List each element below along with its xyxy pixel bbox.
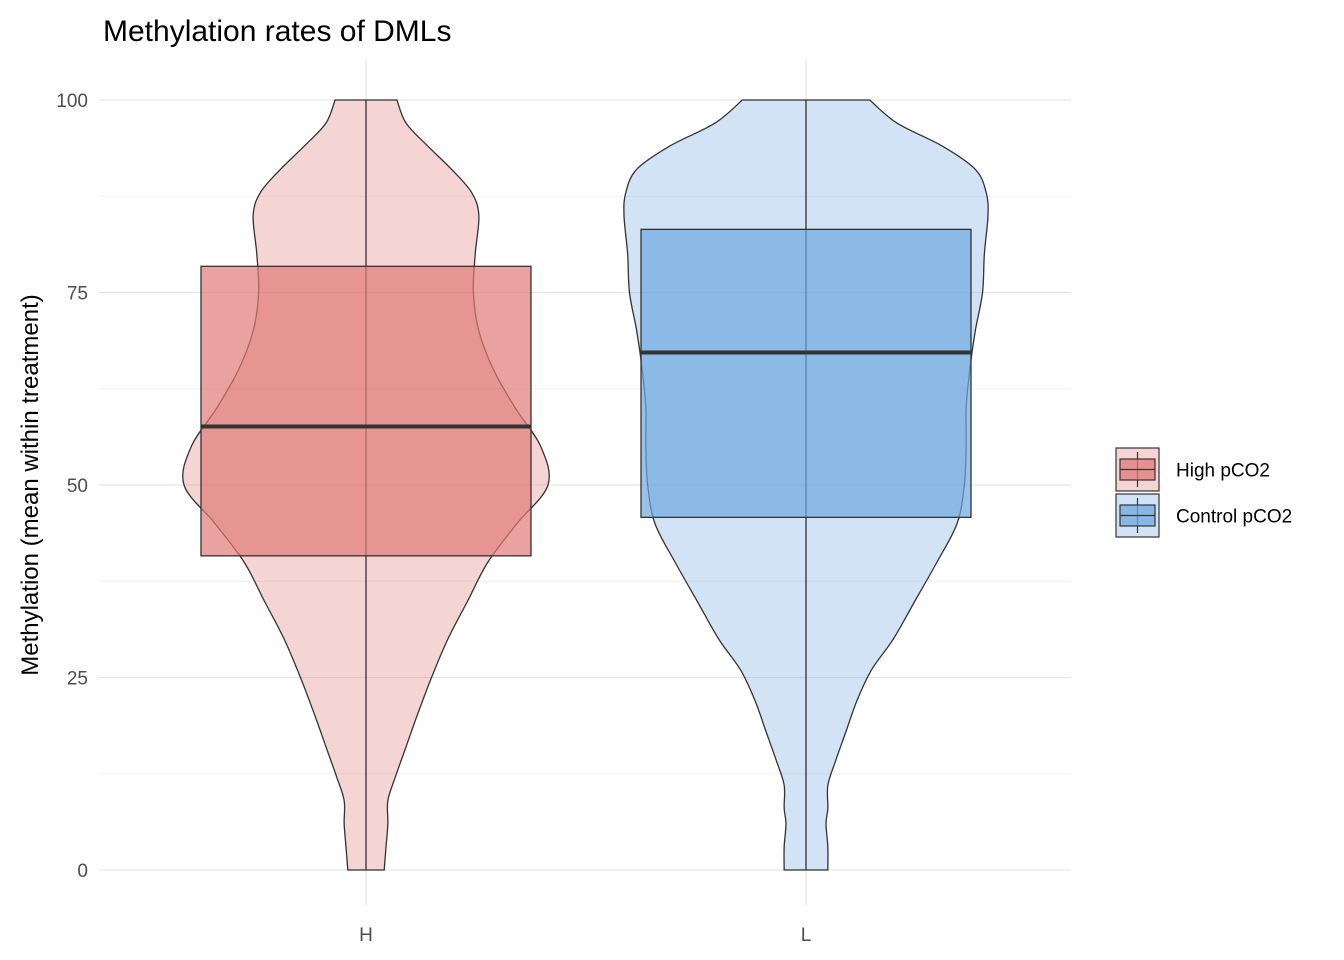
legend-label: High pCO2 bbox=[1176, 461, 1270, 482]
y-tick-label: 0 bbox=[77, 861, 88, 882]
y-tick-label: 75 bbox=[67, 284, 88, 305]
box-L bbox=[640, 228, 972, 518]
y-axis-title: Methylation (mean within treatment) bbox=[17, 294, 44, 676]
x-tick-label: L bbox=[801, 925, 812, 946]
legend: High pCO2 Control pCO2 bbox=[1115, 447, 1292, 538]
y-axis-tick-labels: 0 25 50 75 100 bbox=[56, 91, 88, 882]
legend-label: Control pCO2 bbox=[1176, 507, 1292, 528]
y-tick-label: 50 bbox=[67, 476, 88, 497]
box-H bbox=[200, 265, 532, 557]
x-tick-label: H bbox=[359, 925, 373, 946]
boxplots bbox=[200, 228, 972, 557]
y-tick-label: 100 bbox=[56, 91, 88, 112]
chart-title: Methylation rates of DMLs bbox=[103, 15, 451, 48]
y-tick-label: 25 bbox=[67, 669, 88, 690]
